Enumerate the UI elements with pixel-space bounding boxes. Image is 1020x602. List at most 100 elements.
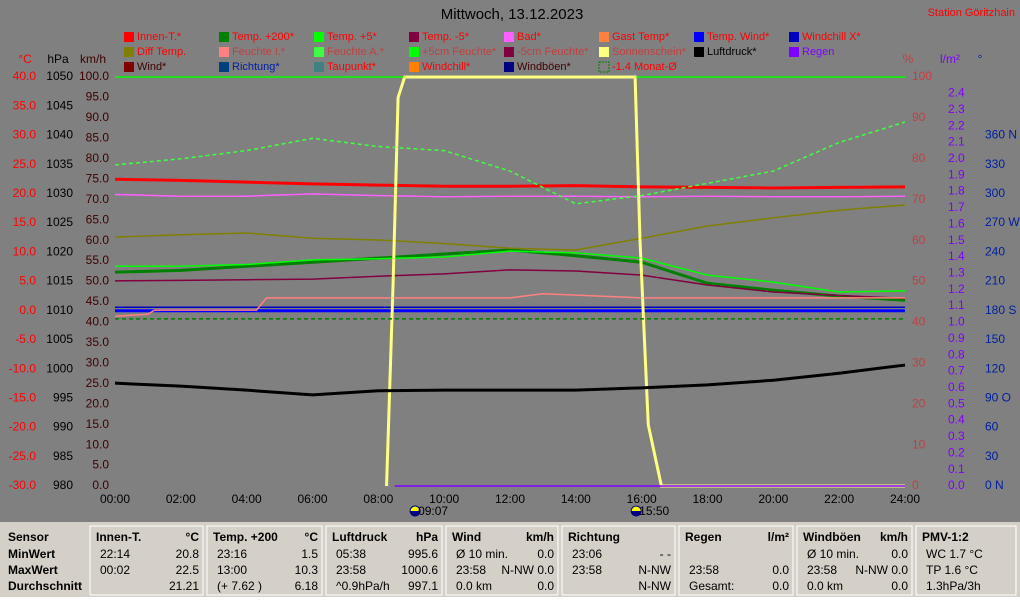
- y-tick-label: 15.0: [86, 417, 110, 431]
- x-tick-label: 12:00: [495, 492, 525, 506]
- stats-cell: 21.21: [169, 579, 199, 593]
- legend-label: -5cm Feuchte*: [517, 46, 589, 58]
- stats-cell: Ø 10 min.: [807, 547, 859, 561]
- y-tick-label: 0.4: [948, 413, 965, 427]
- y-tick-label: 30.0: [13, 128, 37, 142]
- y-tick-label: 0.8: [948, 347, 965, 361]
- stats-cell: 20.8: [176, 547, 200, 561]
- y-tick-label: 0.0: [92, 478, 109, 492]
- y-tick-label: 0.0: [19, 303, 36, 317]
- y-tick-label: -20.0: [9, 420, 37, 434]
- legend-label: Regen: [802, 46, 834, 58]
- y-tick-label: 2.1: [948, 135, 965, 149]
- stats-cell: 0.0: [772, 579, 789, 593]
- y-tick-label: 10.0: [86, 437, 110, 451]
- x-tick-label: 22:00: [824, 492, 854, 506]
- y-tick-label: 0.1: [948, 462, 965, 476]
- legend-label: Windchill*: [422, 61, 471, 73]
- station-name: Station Göritzhain: [928, 7, 1015, 19]
- y-tick-label: 70.0: [86, 192, 110, 206]
- x-tick-label: 20:00: [758, 492, 788, 506]
- y-tick-label: 30: [912, 355, 926, 369]
- y-tick-label: 35.0: [13, 98, 37, 112]
- y-tick-label: 30: [985, 449, 999, 463]
- y-tick-label: 210: [985, 274, 1005, 288]
- stats-cell: 995.6: [408, 547, 438, 561]
- series-line: [114, 248, 906, 302]
- y-tick-label: 2.0: [948, 151, 965, 165]
- legend-label: Windchill X*: [802, 31, 861, 43]
- stats-column-unit: °C: [186, 530, 200, 544]
- legend-label: Diff Temp.: [137, 46, 186, 58]
- stats-cell: 0.0 km: [807, 579, 843, 593]
- y-tick-label: 75.0: [86, 171, 110, 185]
- legend-swatch: [124, 32, 134, 42]
- y-tick-label: 1025: [46, 215, 73, 229]
- chart-background: [0, 0, 1020, 522]
- y-tick-label: 330: [985, 157, 1005, 171]
- y-tick-label: -10.0: [9, 361, 37, 375]
- x-tick-label: 14:00: [561, 492, 591, 506]
- y-tick-label: 1.8: [948, 184, 965, 198]
- y-tick-label: 1040: [46, 128, 73, 142]
- stats-column: [206, 525, 323, 596]
- legend-label: Feuchte A.*: [327, 46, 385, 58]
- y-tick-label: 15.0: [13, 215, 37, 229]
- stats-cell: 22.5: [176, 563, 200, 577]
- legend-swatch: [504, 62, 514, 72]
- y-tick-label: 50.0: [86, 274, 110, 288]
- legend-label: Temp. Wind*: [707, 31, 770, 43]
- stats-column: [325, 525, 443, 596]
- sun-icon-shade: [410, 511, 421, 516]
- y-tick-label: 10: [912, 437, 926, 451]
- series-line: [114, 121, 906, 205]
- y-axis-unit: °: [978, 52, 983, 66]
- y-axis-unit: km/h: [80, 52, 106, 66]
- legend-label: Taupunkt*: [327, 61, 377, 73]
- legend-swatch: [694, 32, 704, 42]
- stats-row-label: MinWert: [8, 547, 55, 561]
- stats-column-title: PMV-1:2: [922, 530, 969, 544]
- legend-label: -1.4 Monat-Ø: [612, 61, 677, 73]
- series-line: [114, 193, 906, 198]
- y-tick-label: 90 O: [985, 391, 1011, 405]
- y-tick-label: 25.0: [86, 376, 110, 390]
- series-line: [114, 204, 906, 251]
- x-tick-label: 18:00: [692, 492, 722, 506]
- stats-cell: 13:00: [217, 563, 247, 577]
- y-tick-label: 65.0: [86, 212, 110, 226]
- legend-swatch: [598, 61, 610, 73]
- stats-background: [0, 522, 1020, 597]
- sun-time: 15:50: [639, 504, 669, 518]
- legend-swatch: [409, 32, 419, 42]
- stats-cell: Ø 10 min.: [456, 547, 508, 561]
- legend-swatch: [124, 47, 134, 57]
- y-tick-label: 995: [53, 391, 73, 405]
- y-tick-label: 95.0: [86, 90, 110, 104]
- y-tick-label: 55.0: [86, 253, 110, 267]
- legend-label: Temp. -5*: [422, 31, 470, 43]
- y-tick-label: 80: [912, 151, 926, 165]
- y-tick-label: 40.0: [86, 315, 110, 329]
- y-axis-unit: l/m²: [940, 52, 960, 66]
- legend-swatch: [409, 47, 419, 57]
- y-tick-label: 1.5: [948, 233, 965, 247]
- y-tick-label: 240: [985, 244, 1005, 258]
- y-tick-label: 1030: [46, 186, 73, 200]
- y-axis-unit: hPa: [47, 52, 69, 66]
- stats-cell: 23:06: [572, 547, 602, 561]
- y-tick-label: 0.0: [948, 478, 965, 492]
- y-tick-label: 100: [912, 69, 932, 83]
- stats-cell: ^0.9hPa/h: [336, 579, 390, 593]
- y-tick-label: 90: [912, 110, 926, 124]
- stats-cell: N-NW: [638, 579, 671, 593]
- stats-cell: 23:58: [807, 563, 837, 577]
- stats-row-label: Durchschnitt: [8, 579, 82, 593]
- legend-label: Wind*: [137, 61, 167, 73]
- y-tick-label: 1020: [46, 244, 73, 258]
- y-tick-label: 120: [985, 361, 1005, 375]
- y-tick-label: 60: [912, 233, 926, 247]
- y-tick-label: 0.5: [948, 396, 965, 410]
